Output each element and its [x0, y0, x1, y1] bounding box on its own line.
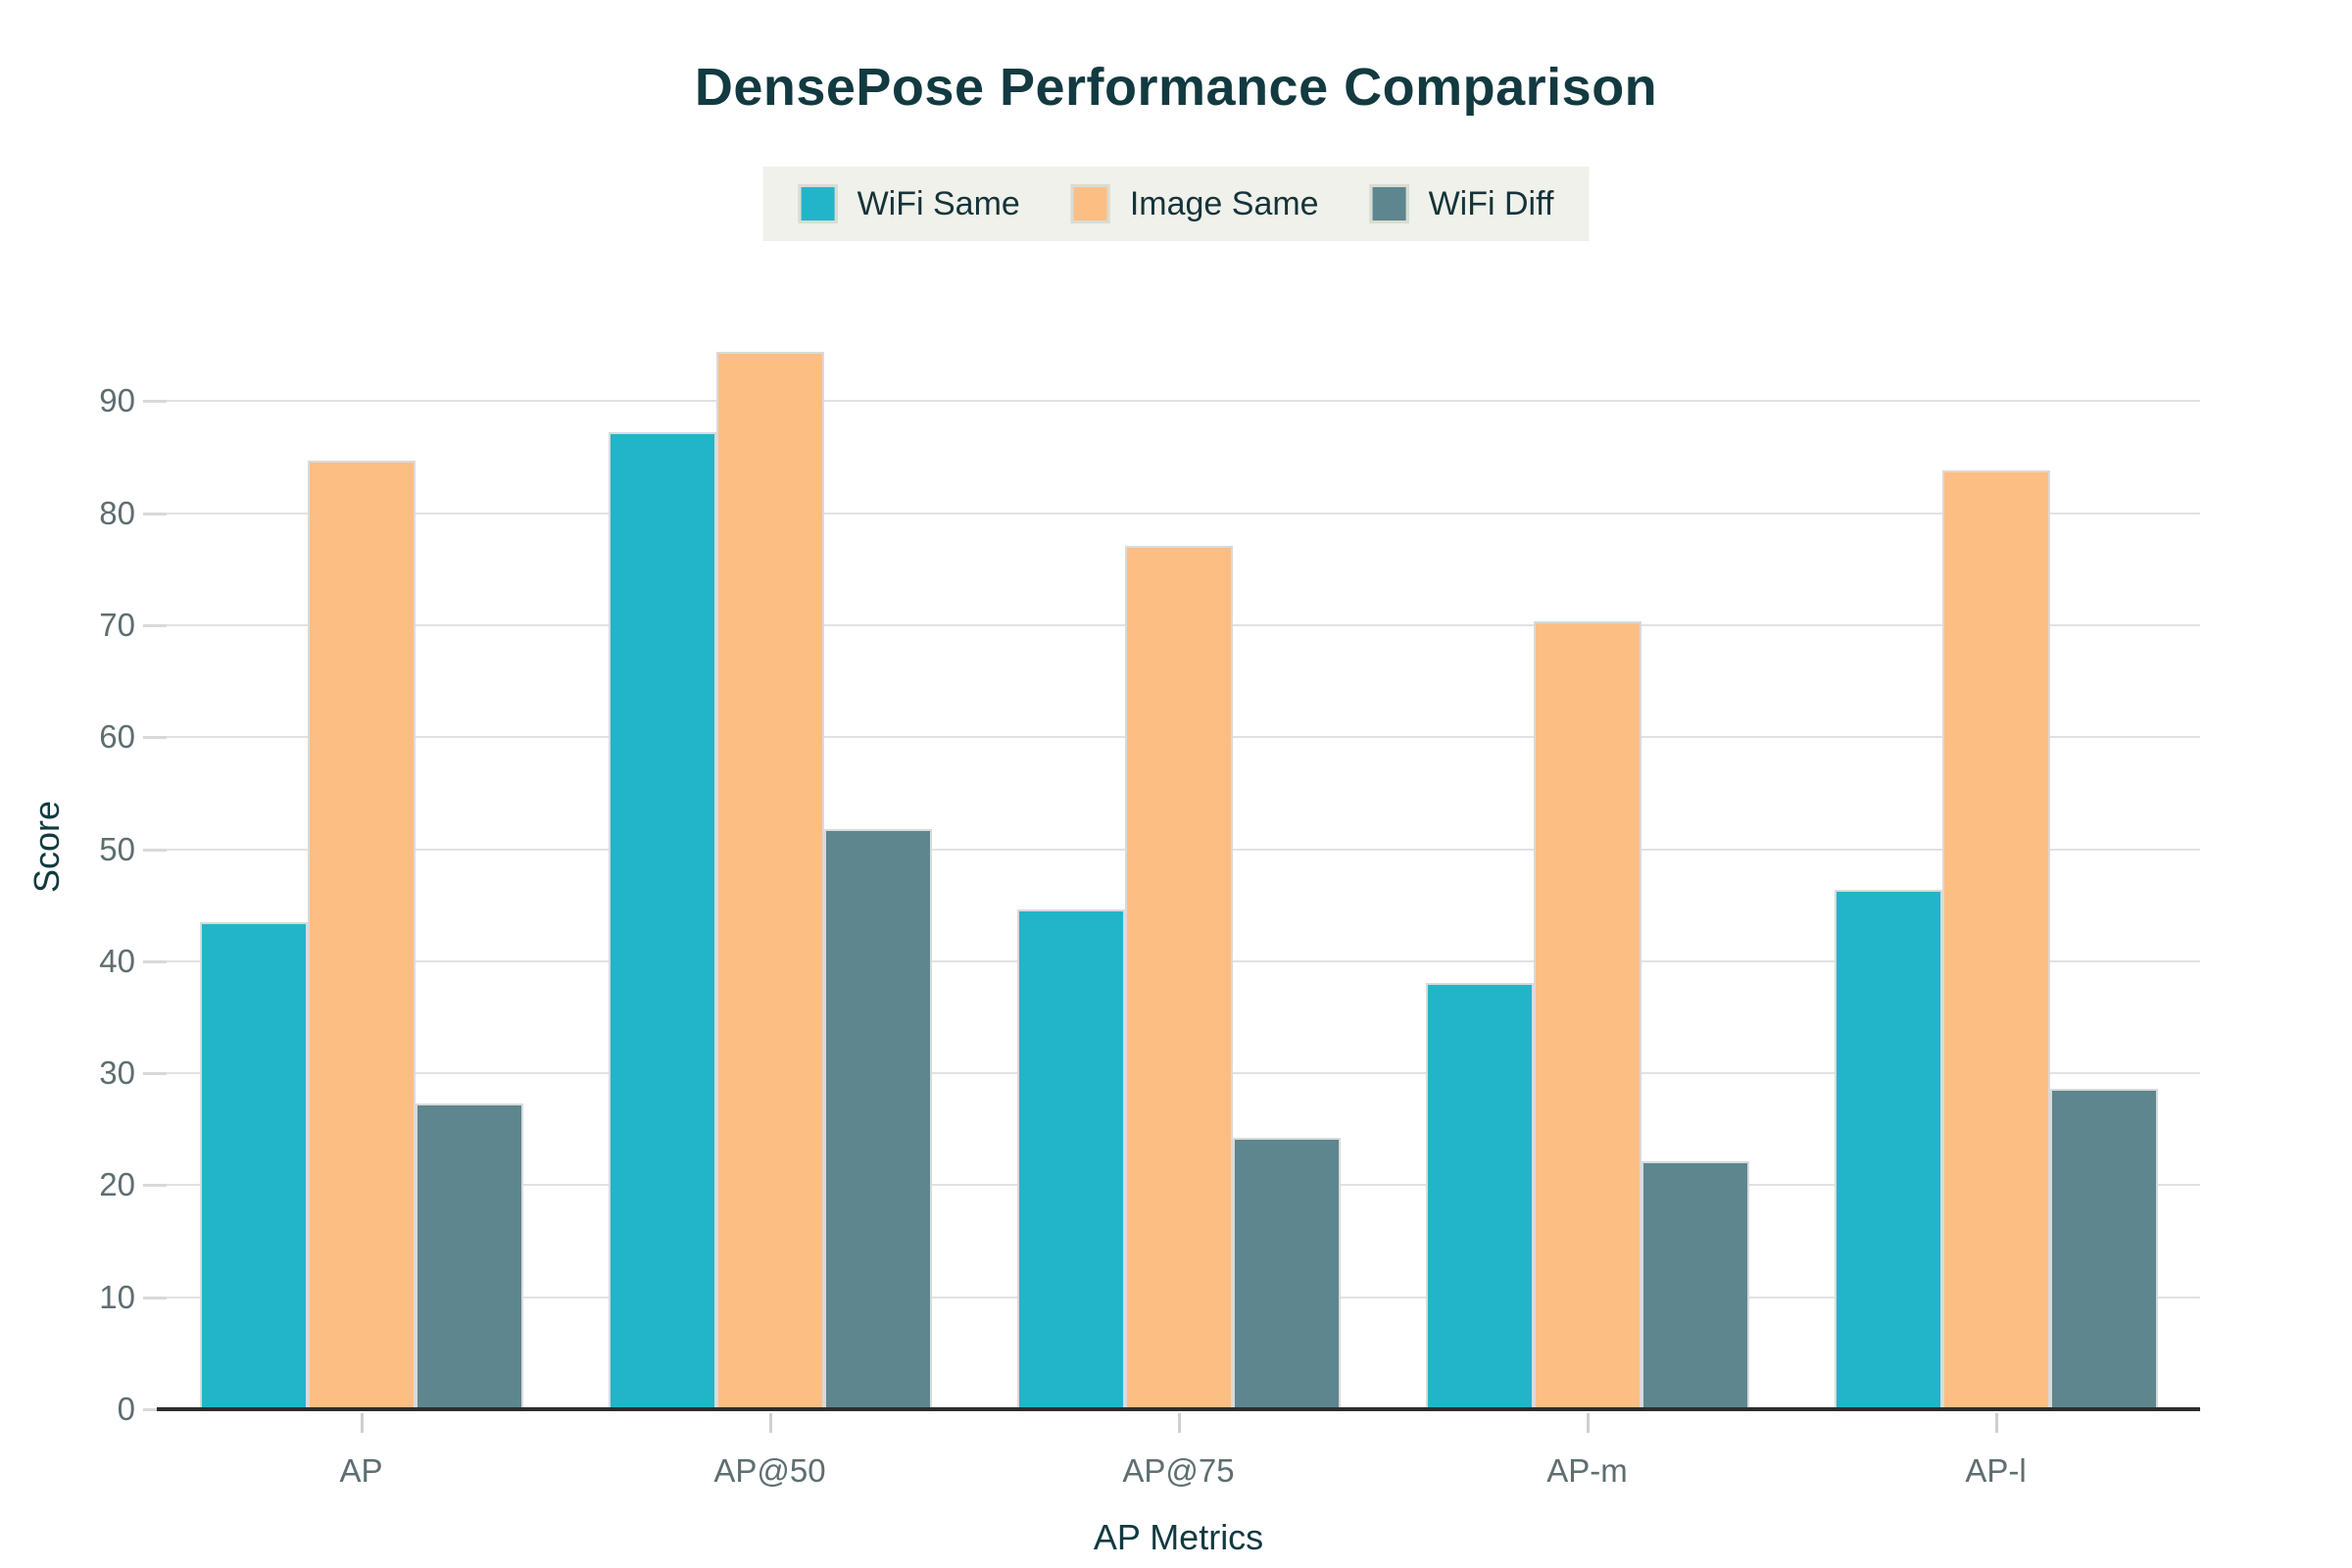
x-axis-line	[157, 1407, 2200, 1411]
y-tick-label: 0	[117, 1391, 135, 1427]
legend-item-wifi-diff[interactable]: WiFi Diff	[1369, 184, 1554, 223]
bar-image-same-ap@75	[1124, 545, 1233, 1409]
y-tick-mark	[143, 848, 167, 852]
legend-swatch	[798, 184, 838, 223]
y-tick-label: 90	[99, 382, 135, 419]
x-tick-mark	[1994, 1413, 1998, 1433]
legend-label: Image Same	[1129, 184, 1319, 222]
gridline	[157, 400, 2200, 403]
x-tick-mark	[360, 1413, 364, 1433]
bar-wifi-same-ap-m	[1425, 982, 1534, 1409]
y-tick-mark	[143, 1184, 167, 1188]
x-tick-mark	[1177, 1413, 1181, 1433]
x-axis-title: AP Metrics	[1093, 1517, 1264, 1557]
x-tick-label: AP@75	[1122, 1452, 1235, 1489]
bar-wifi-diff-ap-l	[2049, 1089, 2158, 1409]
y-axis-title: Score	[26, 800, 67, 893]
gridline	[157, 512, 2200, 514]
y-tick-mark	[143, 959, 167, 963]
legend-swatch	[1070, 184, 1110, 223]
bar-wifi-same-ap@50	[608, 432, 716, 1409]
y-tick-mark	[143, 1296, 167, 1299]
bar-image-same-ap@50	[715, 352, 824, 1409]
x-tick-mark	[1586, 1413, 1590, 1433]
bar-wifi-diff-ap@50	[823, 828, 932, 1409]
legend-label: WiFi Same	[857, 184, 1020, 222]
bar-wifi-diff-ap-m	[1641, 1161, 1749, 1409]
y-tick-mark	[143, 400, 167, 404]
bar-wifi-diff-ap@75	[1232, 1138, 1341, 1409]
bar-wifi-same-ap	[199, 921, 308, 1409]
y-tick-label: 10	[99, 1278, 135, 1315]
x-tick-label: AP	[339, 1452, 383, 1489]
bar-wifi-diff-ap	[415, 1102, 523, 1409]
y-tick-label: 50	[99, 830, 135, 867]
y-tick-mark	[143, 1408, 167, 1411]
y-tick-label: 30	[99, 1054, 135, 1092]
bar-image-same-ap-m	[1533, 621, 1642, 1409]
bar-wifi-same-ap-l	[1834, 889, 1942, 1409]
legend-item-image-same[interactable]: Image Same	[1070, 184, 1319, 223]
y-tick-mark	[143, 736, 167, 740]
y-tick-label: 80	[99, 494, 135, 531]
y-tick-label: 20	[99, 1166, 135, 1203]
legend: WiFi Same Image Same WiFi Diff	[762, 167, 1590, 241]
y-tick-label: 60	[99, 718, 135, 756]
x-tick-mark	[768, 1413, 772, 1433]
bar-wifi-same-ap@75	[1016, 909, 1125, 1409]
bar-image-same-ap-l	[1941, 470, 2050, 1409]
chart-title: DensePose Performance Comparison	[694, 58, 1658, 117]
y-tick-label: 70	[99, 606, 135, 643]
y-tick-mark	[143, 623, 167, 627]
bar-image-same-ap	[307, 460, 416, 1409]
x-tick-label: AP-m	[1546, 1452, 1628, 1489]
legend-swatch	[1369, 184, 1409, 223]
x-tick-label: AP@50	[713, 1452, 826, 1489]
y-tick-mark	[143, 512, 167, 515]
x-tick-label: AP-l	[1965, 1452, 2027, 1489]
legend-label: WiFi Diff	[1428, 184, 1554, 222]
legend-item-wifi-same[interactable]: WiFi Same	[798, 184, 1020, 223]
y-tick-mark	[143, 1072, 167, 1076]
y-tick-label: 40	[99, 942, 135, 979]
